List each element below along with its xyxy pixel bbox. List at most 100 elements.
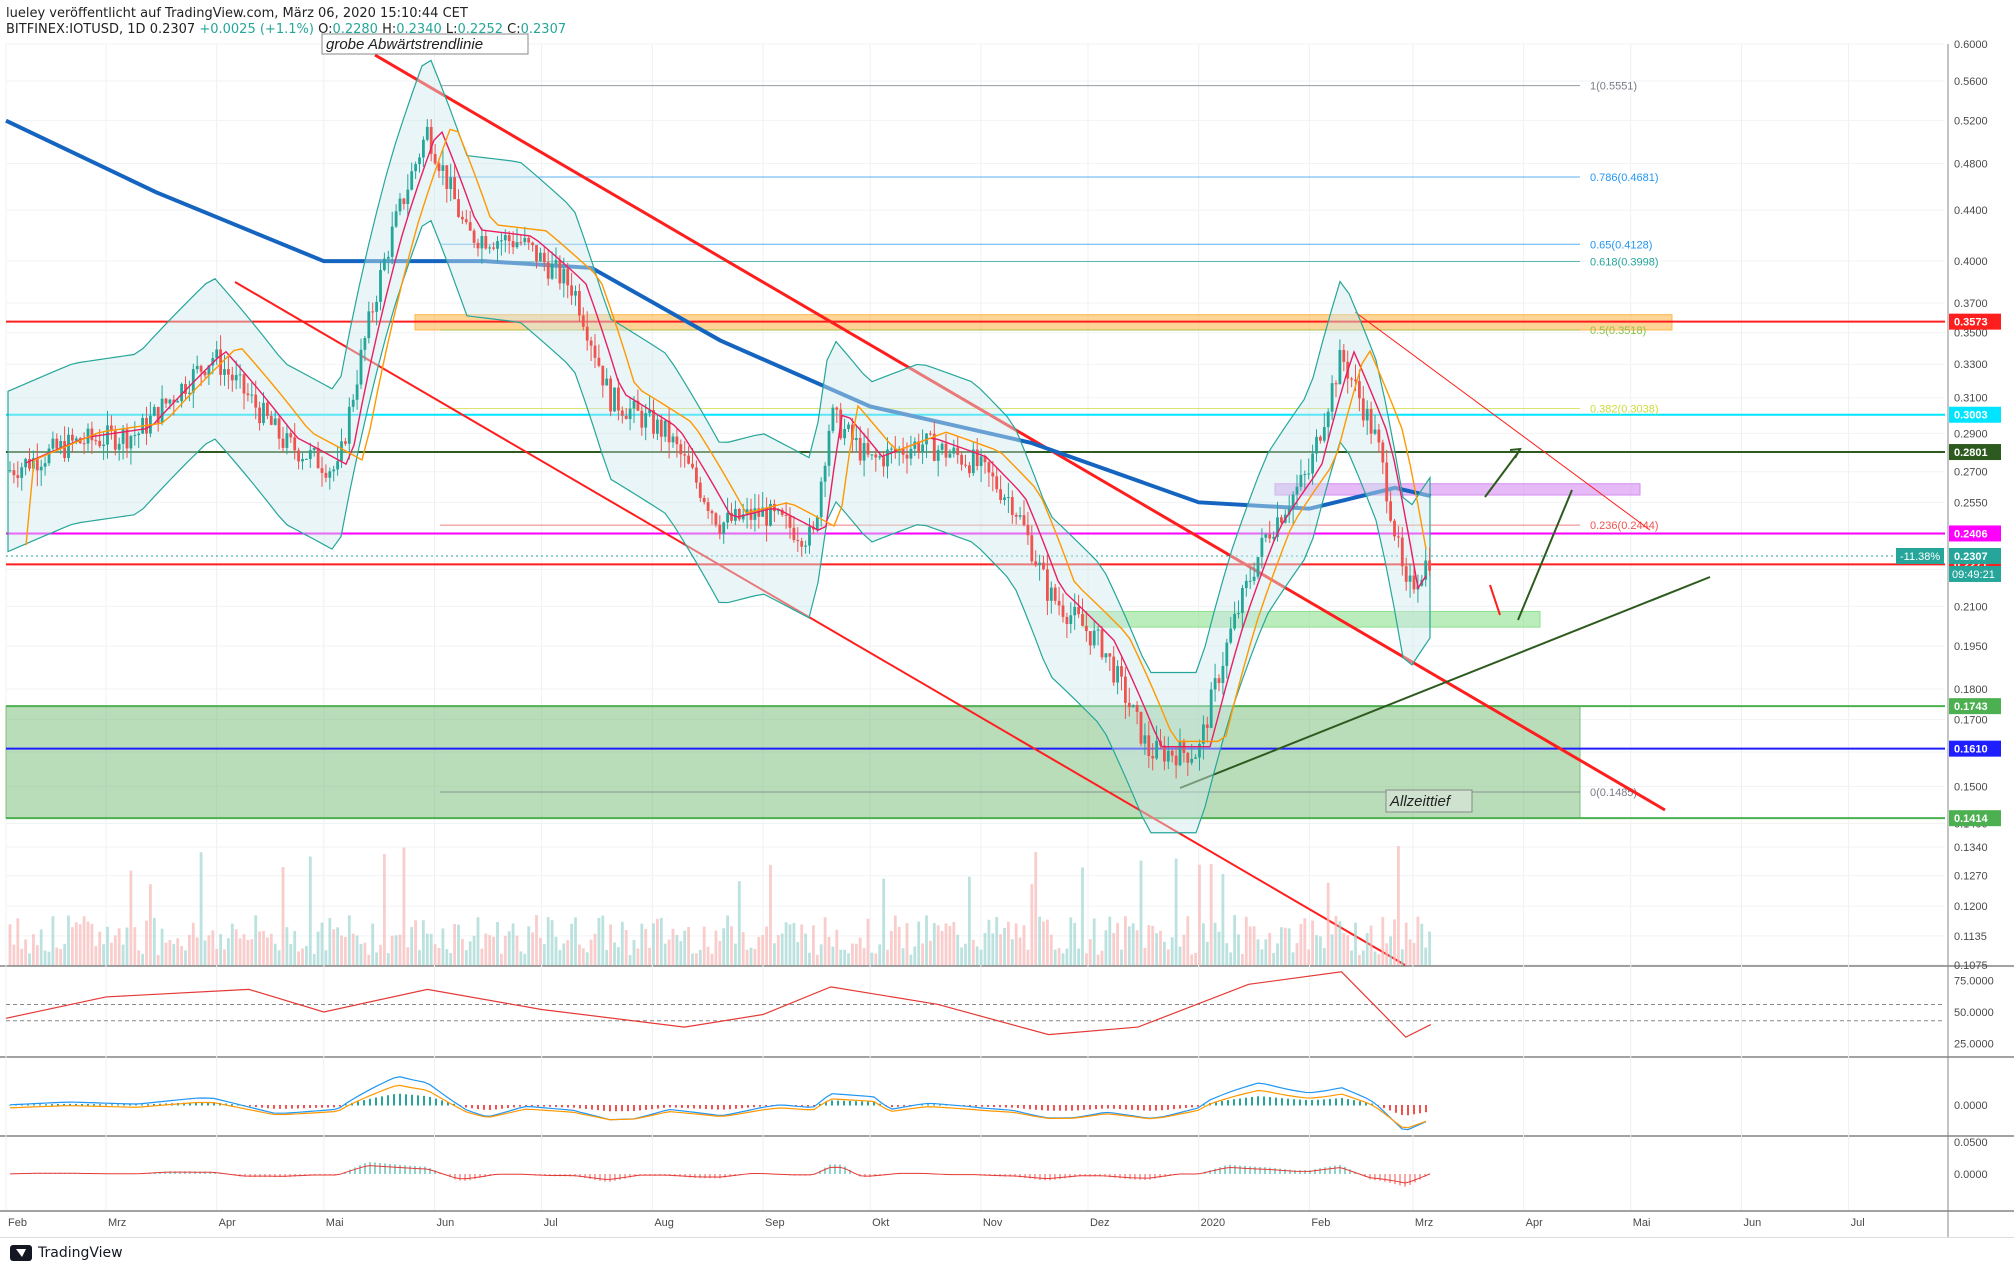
candle-body [784, 514, 788, 516]
macd-hist-bar [495, 1105, 497, 1110]
candle-body [936, 449, 940, 461]
volume-bar [1112, 933, 1116, 965]
candle-body [488, 247, 492, 249]
macd-hist-bar [489, 1105, 491, 1110]
candle-body [8, 470, 12, 472]
countdown-tag [1949, 565, 2001, 582]
candle-body [113, 430, 117, 450]
volume-bar [737, 881, 741, 965]
macd-hist-bar [681, 1105, 683, 1108]
macd-hist-bar [543, 1105, 545, 1107]
macd-hist-bar [1125, 1105, 1127, 1110]
candle-body [106, 425, 109, 445]
volume-bar [784, 922, 788, 965]
candle-body [718, 524, 722, 535]
macd-hist-bar [1041, 1105, 1043, 1111]
volume-bar [1303, 918, 1307, 965]
volume-bar [1163, 941, 1166, 965]
volume-bar [574, 917, 577, 965]
candle-body [971, 449, 975, 474]
macd-hist-bar [435, 1098, 437, 1106]
volume-bar [1400, 949, 1404, 965]
candle-body [1373, 429, 1377, 434]
volume-bar [266, 937, 269, 965]
volume-bar [28, 953, 31, 965]
candle-body [878, 456, 882, 458]
candle-body [227, 369, 230, 375]
candle-body [480, 235, 484, 249]
candle-body [223, 369, 226, 375]
candle-body [570, 285, 573, 296]
annotation-box-ath [1385, 789, 1473, 813]
tradingview-logo[interactable]: TradingView [10, 1245, 123, 1261]
candle-body [262, 402, 265, 424]
candle-body [882, 456, 885, 467]
price-tick-label: 0.5600 [1954, 76, 1988, 88]
volume-bar [1369, 925, 1373, 965]
macd-hist-bar [453, 1103, 455, 1106]
volume-bar [1260, 949, 1264, 965]
macd-hist-bar [273, 1105, 275, 1109]
candle-body [745, 509, 749, 515]
volume-bar [636, 948, 640, 965]
candle-body [1272, 536, 1275, 539]
candle-body [164, 398, 168, 404]
volume-bar [98, 931, 102, 965]
volume-bar [289, 944, 293, 965]
macd-hist-bar [1107, 1105, 1109, 1109]
candle-body [835, 407, 839, 410]
candle-body [964, 464, 967, 466]
macd-hist-bar [69, 1103, 71, 1106]
volume-bar [191, 922, 195, 965]
macd-hist-bar [51, 1104, 53, 1106]
candle-body [1174, 755, 1178, 766]
macd-hist-bar [747, 1105, 749, 1108]
candle-body [82, 443, 86, 445]
candle-body [371, 311, 375, 313]
volume-bar [921, 943, 924, 965]
candle-body [515, 242, 519, 248]
level-label: 0.1414 [1954, 813, 1989, 825]
candle-body [74, 438, 78, 441]
candle-body [574, 291, 577, 296]
candle-body [1202, 724, 1205, 744]
candle-body [1022, 515, 1026, 526]
candle-body [948, 453, 952, 458]
volume-bar [1268, 932, 1272, 965]
macd-hist-bar [663, 1105, 665, 1108]
x-tick-label: Jul [1851, 1217, 1865, 1229]
volume-bar [1381, 917, 1385, 965]
candle-body [578, 291, 581, 316]
volume-bar [1315, 935, 1318, 965]
macd-hist-bar [27, 1104, 29, 1106]
volume-bar [1131, 923, 1135, 965]
volume-bar [86, 921, 90, 965]
volume-bar [601, 915, 605, 965]
volume-bar [406, 947, 410, 965]
candle-body [305, 458, 308, 460]
candle-body [913, 441, 917, 449]
price-tick-label: 0.3100 [1954, 393, 1988, 405]
macd-hist-bar [1053, 1105, 1055, 1111]
macd-hist-bar [153, 1103, 155, 1106]
candle-body [761, 507, 765, 517]
candle-body [874, 454, 878, 458]
candle-body [644, 413, 648, 428]
candle-body [383, 258, 386, 270]
macd-hist-bar [1113, 1105, 1115, 1109]
bollinger-bands [7, 59, 1431, 834]
price-tick-label: 0.2900 [1954, 428, 1988, 440]
candle-body [402, 198, 406, 204]
candle-body [297, 450, 300, 462]
candle-body [121, 429, 125, 444]
volume-bar [648, 947, 651, 965]
fib-label: 1(0.5551) [1590, 81, 1637, 93]
price-chart[interactable]: Feb Mrz Apr Mai Jun Jul Aug Sep Okt Nov Dez 2020 Feb… [0, 0, 2014, 1238]
candle-body [1369, 409, 1373, 434]
volume-bar [882, 878, 885, 965]
volume-bar [1042, 921, 1045, 965]
volume-bar [702, 926, 706, 965]
macd-hist-bar [1173, 1105, 1175, 1110]
volume-bar [940, 930, 944, 965]
x-tick-label: Apr [219, 1217, 236, 1229]
